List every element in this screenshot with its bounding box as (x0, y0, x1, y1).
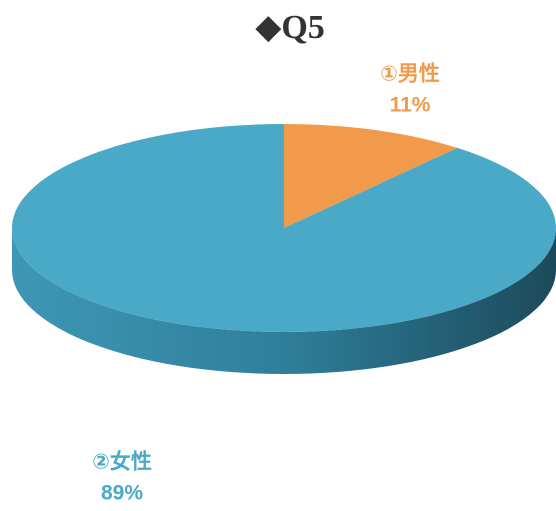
pie-side (12, 228, 556, 374)
pie-slice (12, 124, 556, 332)
pie-slice (284, 124, 458, 228)
category-label: ②女性 (92, 450, 152, 474)
chart-title: ◆Q5 (255, 9, 325, 46)
value-label: 11% (390, 94, 431, 117)
value-label: 89% (101, 482, 143, 505)
category-label: ①男性 (380, 62, 440, 86)
